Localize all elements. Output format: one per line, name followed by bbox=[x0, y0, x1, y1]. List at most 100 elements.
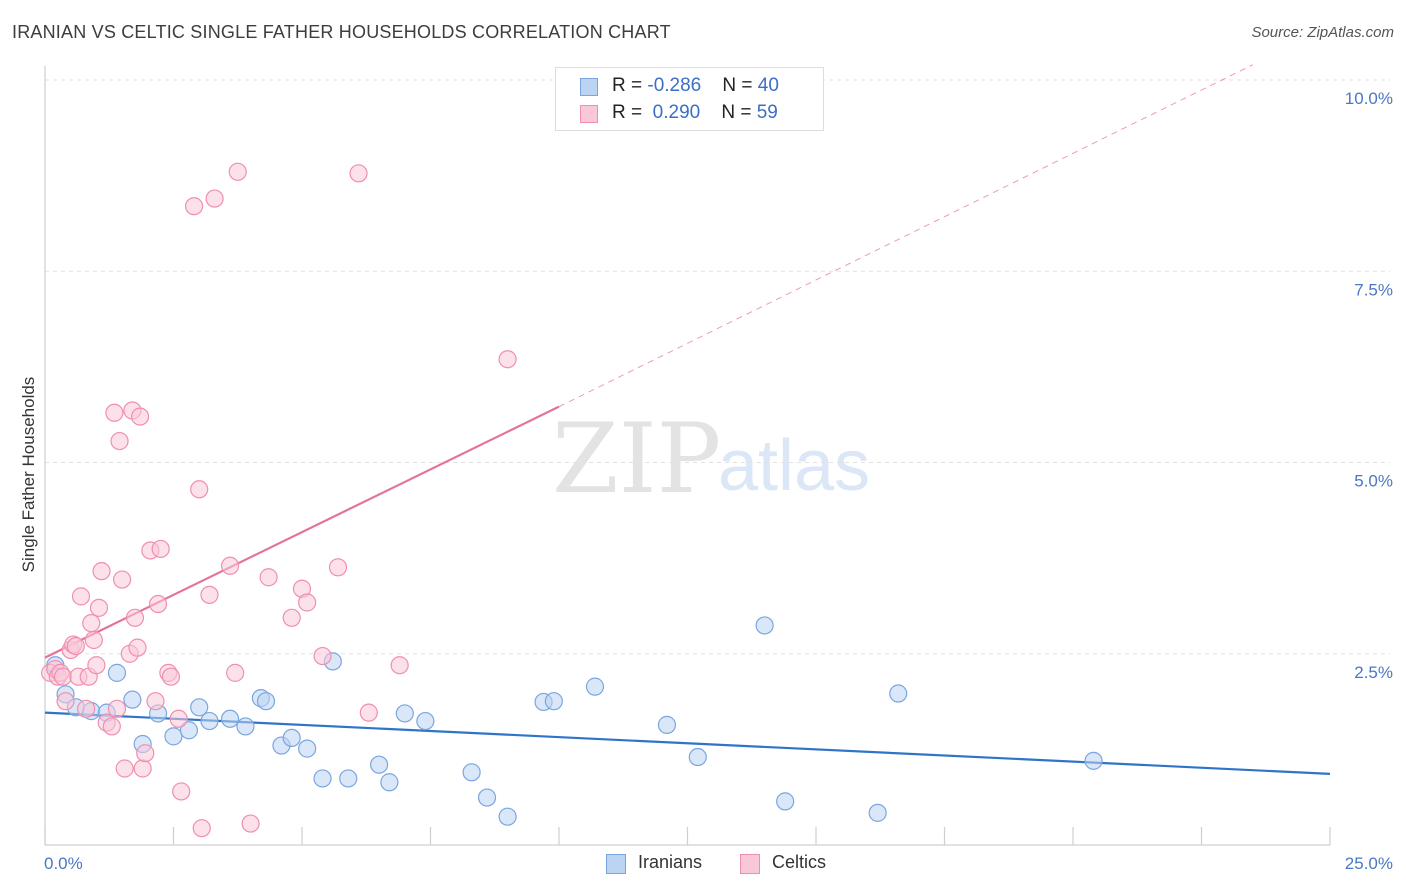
data-point-celtics bbox=[56, 692, 75, 711]
data-point-celtics bbox=[220, 556, 240, 575]
data-point-iranians bbox=[868, 803, 887, 822]
x-tick-label: 0.0% bbox=[44, 854, 83, 873]
data-point-celtics bbox=[359, 703, 378, 722]
y-tick-label: 5.0% bbox=[1354, 472, 1393, 491]
data-point-celtics bbox=[200, 585, 219, 604]
data-point-celtics bbox=[71, 587, 91, 606]
data-point-celtics bbox=[151, 539, 170, 559]
legend-n-value: 59 bbox=[756, 102, 778, 123]
y-tick-label: 10.0% bbox=[1345, 89, 1393, 108]
data-point-celtics bbox=[282, 608, 301, 627]
data-point-celtics bbox=[192, 819, 211, 838]
data-point-celtics bbox=[84, 630, 103, 650]
source-label: Source: ZipAtlas.com bbox=[1251, 24, 1394, 41]
data-point-celtics bbox=[498, 350, 517, 369]
data-point-iranians bbox=[657, 715, 677, 734]
data-point-iranians bbox=[220, 709, 240, 728]
data-point-iranians bbox=[179, 721, 199, 740]
data-point-iranians bbox=[688, 747, 707, 767]
trend-line-iranians bbox=[44, 711, 1331, 775]
bottom-legend-swatch-celtics bbox=[740, 854, 760, 874]
legend-n-label: N = bbox=[722, 75, 758, 96]
bottom-legend-label-iranians: Iranians bbox=[638, 852, 703, 872]
y-tick-label: 2.5% bbox=[1354, 663, 1393, 682]
data-points bbox=[41, 162, 1103, 838]
data-point-iranians bbox=[256, 692, 276, 711]
data-point-celtics bbox=[110, 431, 129, 451]
data-point-iranians bbox=[498, 807, 517, 826]
data-point-celtics bbox=[136, 744, 155, 763]
data-point-celtics bbox=[390, 656, 409, 675]
data-point-iranians bbox=[477, 788, 497, 807]
data-point-iranians bbox=[298, 739, 317, 758]
data-point-iranians bbox=[462, 763, 481, 782]
data-point-celtics bbox=[169, 709, 188, 728]
stats-legend: R = -0.286 N = 40 R = 0.290 N = 59 bbox=[555, 67, 824, 131]
data-point-celtics bbox=[66, 636, 85, 656]
legend-n-value: 40 bbox=[757, 75, 779, 96]
data-point-celtics bbox=[125, 608, 145, 627]
data-point-celtics bbox=[115, 759, 134, 778]
legend-n-label: N = bbox=[721, 102, 757, 123]
bottom-legend-label-celtics: Celtics bbox=[772, 852, 827, 872]
watermark: ZIP atlas bbox=[552, 403, 870, 515]
watermark-zip: ZIP bbox=[552, 403, 721, 515]
data-point-celtics bbox=[298, 593, 317, 612]
data-point-celtics bbox=[226, 663, 245, 682]
data-point-celtics bbox=[107, 699, 127, 718]
data-point-celtics bbox=[328, 558, 348, 577]
data-point-iranians bbox=[313, 769, 332, 788]
legend-r-value: 0.290 bbox=[647, 102, 701, 123]
data-point-celtics bbox=[105, 403, 124, 422]
data-point-iranians bbox=[889, 684, 908, 703]
data-point-celtics bbox=[184, 197, 204, 216]
data-point-iranians bbox=[123, 690, 142, 709]
trend-extension-celtics bbox=[558, 64, 1254, 408]
data-point-celtics bbox=[89, 598, 109, 617]
data-point-iranians bbox=[107, 663, 127, 682]
data-point-iranians bbox=[190, 698, 209, 717]
data-point-celtics bbox=[77, 699, 96, 718]
data-point-celtics bbox=[87, 656, 106, 675]
data-point-iranians bbox=[380, 773, 399, 792]
data-point-iranians bbox=[1084, 751, 1103, 770]
data-point-celtics bbox=[205, 189, 224, 208]
legend-row-celtics: R = 0.290 N = 59 bbox=[580, 102, 778, 128]
data-point-celtics bbox=[190, 480, 209, 499]
chart-title: IRANIAN VS CELTIC SINGLE FATHER HOUSEHOL… bbox=[12, 22, 671, 42]
data-point-celtics bbox=[112, 570, 132, 589]
data-point-iranians bbox=[544, 692, 563, 711]
data-point-celtics bbox=[53, 667, 73, 686]
data-point-celtics bbox=[349, 164, 368, 183]
data-point-iranians bbox=[339, 769, 358, 788]
data-point-iranians bbox=[200, 711, 219, 731]
legend-swatch-iranians bbox=[580, 78, 598, 96]
data-point-iranians bbox=[585, 677, 605, 696]
legend-row-iranians: R = -0.286 N = 40 bbox=[580, 75, 779, 101]
y-axis-label: Single Father Households bbox=[19, 377, 38, 573]
axis-labels: 2.5% 5.0% 7.5% 10.0% 0.0% 25.0% Single Father … bbox=[19, 89, 1393, 873]
data-point-celtics bbox=[313, 646, 332, 666]
legend-r-label: R = bbox=[612, 75, 648, 96]
legend-r-label: R = bbox=[612, 102, 648, 123]
legend-r-value: -0.286 bbox=[647, 75, 702, 96]
data-point-iranians bbox=[755, 616, 774, 635]
data-point-celtics bbox=[241, 814, 260, 833]
gridlines bbox=[45, 79, 1390, 655]
data-point-iranians bbox=[236, 717, 255, 736]
data-point-iranians bbox=[416, 711, 435, 731]
data-point-iranians bbox=[776, 792, 795, 811]
bottom-legend-swatch-iranians bbox=[606, 854, 626, 874]
data-point-celtics bbox=[92, 562, 111, 581]
data-point-celtics bbox=[228, 162, 247, 181]
data-point-celtics bbox=[133, 759, 152, 778]
data-point-celtics bbox=[172, 782, 191, 801]
data-point-iranians bbox=[282, 728, 301, 748]
data-point-celtics bbox=[161, 667, 181, 686]
data-point-celtics bbox=[128, 638, 147, 657]
watermark-atlas: atlas bbox=[718, 426, 870, 506]
data-point-celtics bbox=[146, 692, 165, 711]
data-point-iranians bbox=[395, 704, 414, 723]
data-point-celtics bbox=[82, 614, 101, 633]
x-tick-label: 25.0% bbox=[1345, 854, 1393, 873]
